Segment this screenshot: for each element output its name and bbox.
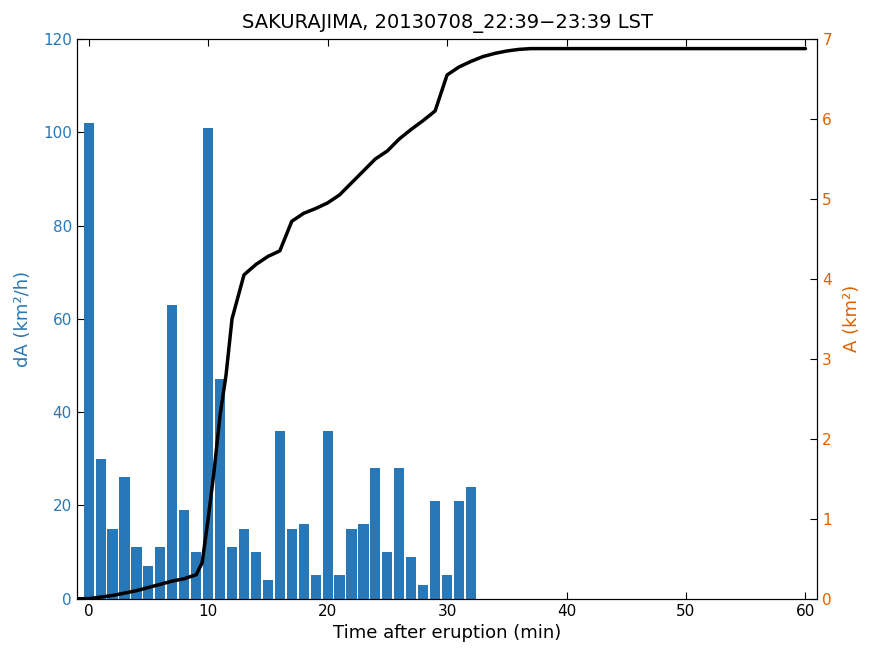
Bar — [418, 584, 428, 599]
Bar — [144, 566, 153, 599]
Bar — [167, 305, 178, 599]
Bar — [287, 529, 297, 599]
Bar — [466, 487, 476, 599]
Bar — [251, 552, 261, 599]
Bar — [155, 547, 165, 599]
Bar — [179, 510, 189, 599]
Bar — [275, 431, 285, 599]
Bar — [382, 552, 392, 599]
Bar — [108, 529, 117, 599]
Bar — [227, 547, 237, 599]
Y-axis label: A (km²): A (km²) — [844, 285, 861, 352]
Bar — [334, 575, 345, 599]
Bar — [191, 552, 201, 599]
Bar — [239, 529, 249, 599]
Bar — [311, 575, 321, 599]
Title: SAKURAJIMA, 20130708_22:39−23:39 LST: SAKURAJIMA, 20130708_22:39−23:39 LST — [242, 14, 653, 33]
Bar — [346, 529, 357, 599]
Bar — [395, 468, 404, 599]
Bar — [203, 128, 214, 599]
Bar — [359, 524, 368, 599]
Bar — [298, 524, 309, 599]
Bar — [131, 547, 142, 599]
Bar — [120, 478, 130, 599]
Bar — [215, 379, 225, 599]
Bar — [442, 575, 452, 599]
X-axis label: Time after eruption (min): Time after eruption (min) — [332, 624, 561, 642]
Bar — [323, 431, 332, 599]
Bar — [370, 468, 381, 599]
Bar — [95, 459, 106, 599]
Bar — [430, 501, 440, 599]
Bar — [406, 557, 416, 599]
Bar — [84, 123, 94, 599]
Bar — [262, 580, 273, 599]
Y-axis label: dA (km²/h): dA (km²/h) — [14, 271, 31, 367]
Bar — [454, 501, 464, 599]
